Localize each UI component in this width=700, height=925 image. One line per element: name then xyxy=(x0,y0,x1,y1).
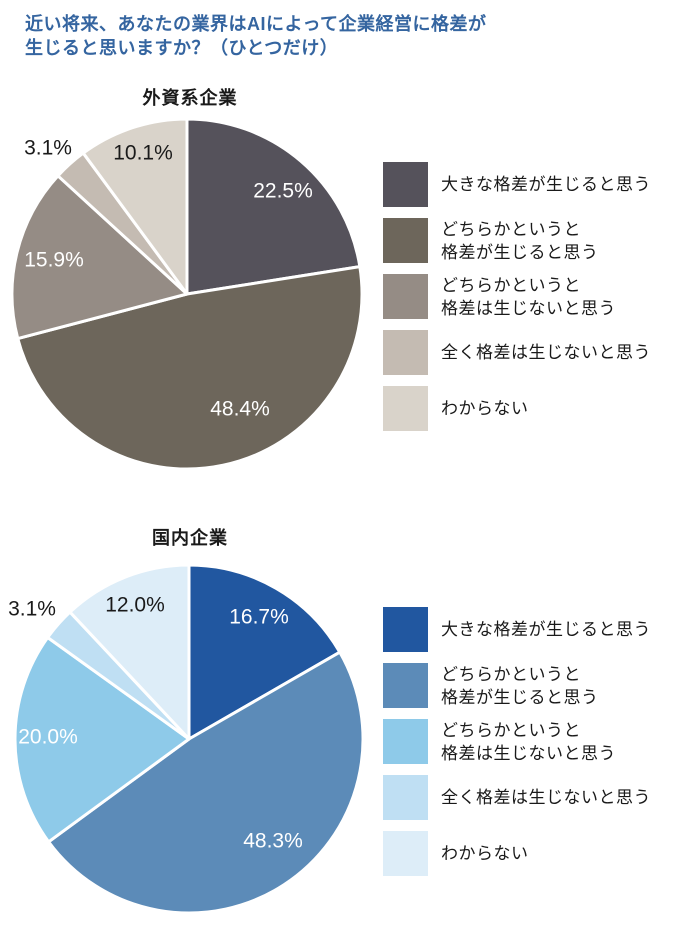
chart-section-domestic-companies: 国内企業 16.7% 48.3% 20.0% 3.1% 12.0% 大きな格差が生じると… xyxy=(0,524,700,924)
slice-value-label: 15.9% xyxy=(24,249,84,272)
legend-item: 全く格差は生じないと思う xyxy=(383,330,693,375)
pie-slice xyxy=(13,635,191,844)
legend-label: どちらかというと 格差は生じないと思う xyxy=(441,720,616,763)
slice-value-label: 12.0% xyxy=(105,594,165,617)
slice-value-label: 22.5% xyxy=(253,180,313,203)
survey-question-title: 近い将来、あなたの業界はAIによって企業経営に格差が 生じると思いますか？（ひと… xyxy=(25,14,487,58)
legend-swatch xyxy=(383,831,428,876)
pie-slice xyxy=(81,117,189,296)
slice-value-label: 10.1% xyxy=(113,142,173,165)
legend-swatch xyxy=(383,607,428,652)
legend-item: 全く格差は生じないと思う xyxy=(383,775,693,820)
legend-swatch xyxy=(383,775,428,820)
slice-value-label: 3.1% xyxy=(8,598,56,621)
legend-swatch xyxy=(383,162,428,207)
legend-label: 大きな格差が生じると思う xyxy=(441,620,651,639)
legend-label: 大きな格差が生じると思う xyxy=(441,175,651,194)
slice-value-label: 20.0% xyxy=(18,726,78,749)
legend-item: 大きな格差が生じると思う xyxy=(383,162,693,207)
legend-label: わからない xyxy=(441,399,529,418)
slice-value-label: 48.4% xyxy=(210,398,270,421)
legend-label: わからない xyxy=(441,844,529,863)
legend-item: わからない xyxy=(383,831,693,876)
chart-section-foreign-companies: 外資系企業 22.5% 48.4% 15.9% 3.1% 10.1% 大きな格差が生じる… xyxy=(0,84,700,484)
slice-value-label: 48.3% xyxy=(243,830,303,853)
slice-value-label: 16.7% xyxy=(229,606,289,629)
legend-swatch xyxy=(383,274,428,319)
legend-item: どちらかというと 格差は生じないと思う xyxy=(383,719,693,764)
chart-title-domestic-companies: 国内企業 xyxy=(152,528,228,548)
legend-foreign-companies: 大きな格差が生じると思うどちらかというと 格差が生じると思う どちらかというと 格… xyxy=(383,162,693,442)
pie-slice xyxy=(47,650,365,915)
chart-title-foreign-companies: 外資系企業 xyxy=(142,88,238,108)
legend-swatch xyxy=(383,719,428,764)
legend-swatch xyxy=(383,386,428,431)
pie-chart-foreign-companies: 22.5% 48.4% 15.9% 3.1% 10.1% xyxy=(10,117,364,471)
legend-item: どちらかというと 格差が生じると思う xyxy=(383,663,693,708)
legend-label: どちらかというと 格差が生じると思う xyxy=(441,219,599,262)
legend-item: どちらかというと 格差は生じないと思う xyxy=(383,274,693,319)
pie-slice xyxy=(187,563,342,741)
legend-item: どちらかというと 格差が生じると思う xyxy=(383,218,693,263)
pie-slice xyxy=(68,563,191,741)
slice-value-label: 3.1% xyxy=(24,137,72,160)
legend-item: わからない xyxy=(383,386,693,431)
legend-label: どちらかというと 格差は生じないと思う xyxy=(441,275,616,318)
legend-label: どちらかというと 格差が生じると思う xyxy=(441,664,599,707)
legend-swatch xyxy=(383,663,428,708)
legend-swatch xyxy=(383,330,428,375)
legend-label: 全く格差は生じないと思う xyxy=(441,788,651,807)
pie-slice xyxy=(10,174,189,341)
legend-item: 大きな格差が生じると思う xyxy=(383,607,693,652)
legend-swatch xyxy=(383,218,428,263)
pie-chart-domestic-companies: 16.7% 48.3% 20.0% 3.1% 12.0% xyxy=(8,563,365,915)
legend-label: 全く格差は生じないと思う xyxy=(441,343,651,362)
pie-slice xyxy=(185,117,362,296)
legend-domestic-companies: 大きな格差が生じると思うどちらかというと 格差が生じると思う どちらかというと 格… xyxy=(383,607,693,887)
